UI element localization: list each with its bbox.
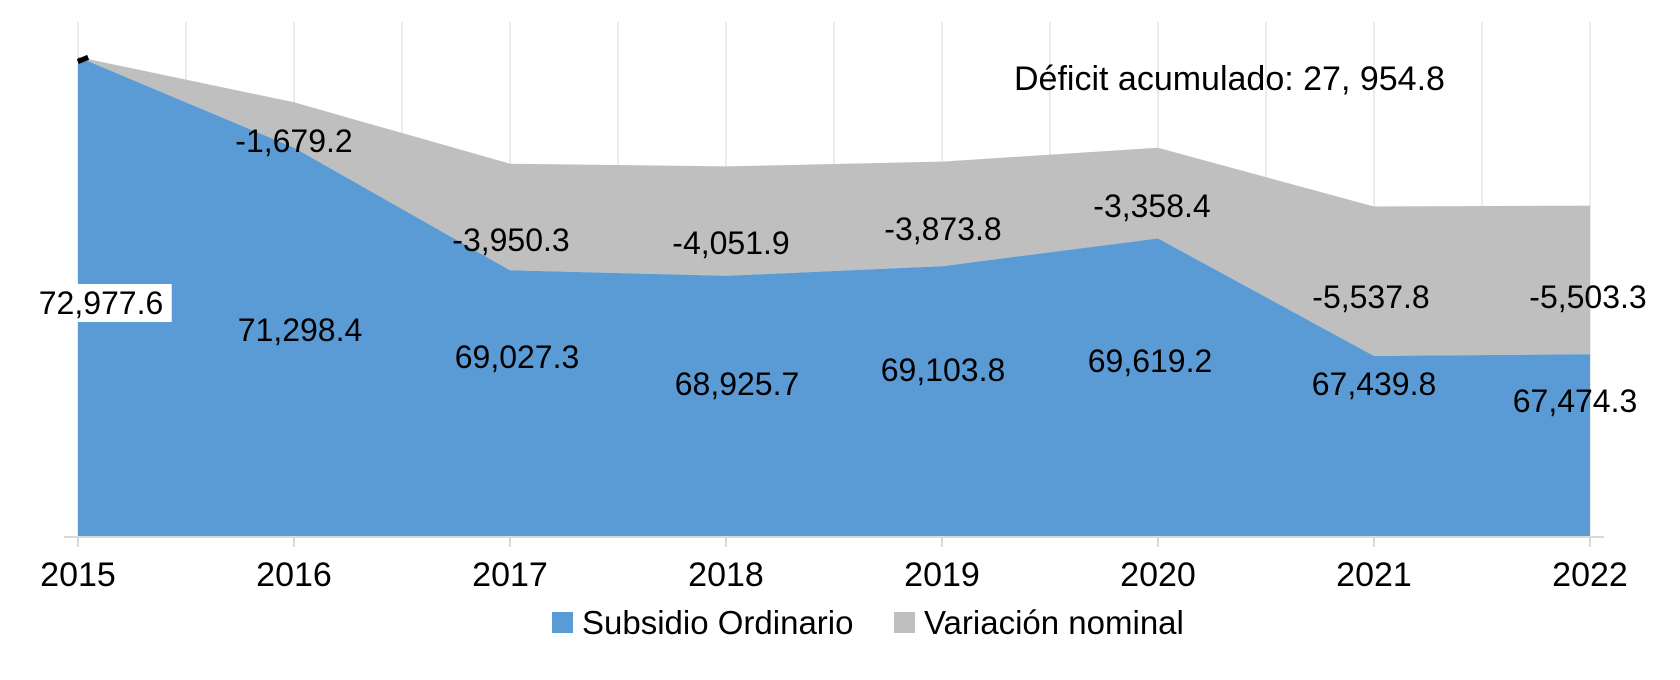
data-label-subsidio: 68,925.7 (674, 366, 800, 402)
area-subsidio-ordinario (78, 57, 1590, 536)
legend-swatch-gray (894, 611, 915, 633)
data-label-variacion: -5,503.3 (1529, 279, 1647, 315)
x-axis-label: 2017 (472, 556, 548, 594)
legend-label-variacion-nominal: Variación nominal (924, 603, 1184, 641)
data-label-subsidio: 71,298.4 (237, 312, 363, 348)
legend-item-subsidio-ordinario: Subsidio Ordinario (552, 605, 853, 639)
data-label-subsidio: 72,977.6 (30, 284, 172, 322)
data-label-variacion: -5,537.8 (1312, 279, 1430, 315)
x-axis-label: 2016 (256, 556, 332, 594)
data-label-variacion: -3,873.8 (884, 211, 1002, 247)
data-label-subsidio: 69,103.8 (880, 352, 1006, 388)
data-label-variacion: -4,051.9 (672, 225, 790, 261)
deficit-annotation: Déficit acumulado: 27, 954.8 (1014, 60, 1445, 98)
data-label-subsidio: 67,439.8 (1311, 366, 1437, 402)
x-axis-label: 2015 (40, 556, 116, 594)
data-label-variacion: -3,358.4 (1093, 188, 1211, 224)
data-label-subsidio: 69,027.3 (454, 339, 580, 375)
data-label-variacion: -3,950.3 (452, 222, 570, 258)
data-label-subsidio: 69,619.2 (1087, 343, 1213, 379)
legend-label-subsidio-ordinario: Subsidio Ordinario (582, 603, 854, 641)
legend-swatch-blue (552, 611, 573, 633)
area-variacion-nominal (78, 57, 1590, 356)
data-label-variacion: -1,679.2 (235, 123, 353, 159)
legend-item-variacion-nominal: Variación nominal (894, 605, 1184, 639)
x-axis-label: 2018 (688, 556, 764, 594)
x-axis-label: 2019 (904, 556, 980, 594)
x-axis-label: 2022 (1552, 556, 1628, 594)
x-axis-label: 2020 (1120, 556, 1196, 594)
x-axis-label: 2021 (1336, 556, 1412, 594)
data-label-subsidio: 67,474.3 (1512, 383, 1638, 419)
